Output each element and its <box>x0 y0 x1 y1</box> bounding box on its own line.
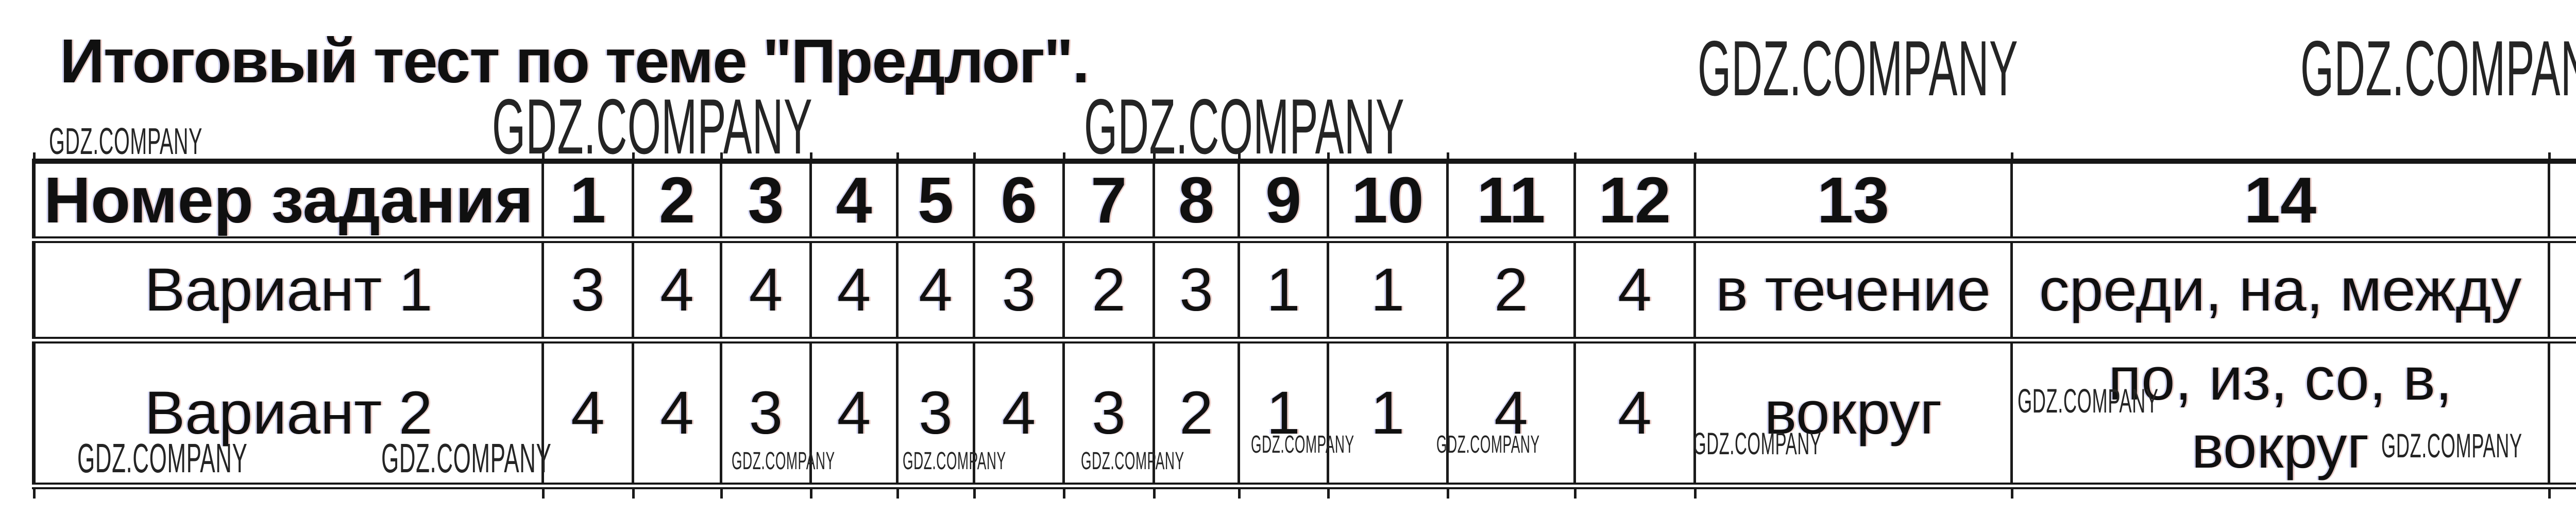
answers-table: Номер задания 1 2 3 4 5 6 7 8 9 10 11 12… <box>32 159 2576 490</box>
answer-cell-v2-10: 1 <box>1327 340 1449 486</box>
answer-cell-v1-10: 1 <box>1327 239 1449 344</box>
page-title: Итоговый тест по теме "Предлог". <box>60 26 1090 96</box>
answer-cell-v2-15: в <box>2548 340 2576 486</box>
col-header-9: 9 <box>1238 161 1329 244</box>
watermark-gdz-company: GDZ.COMPANY <box>49 121 202 162</box>
col-header-11: 11 <box>1446 161 1576 244</box>
col-header-12: 12 <box>1573 161 1696 244</box>
answer-cell-v1-7: 2 <box>1062 239 1155 344</box>
variant1-label: Вариант 1 <box>32 239 544 344</box>
col-header-14: 14 <box>2010 161 2550 244</box>
answer-cell-v2-11: 4 <box>1446 340 1576 486</box>
answer-cell-v2-13: вокруг <box>1693 340 2013 486</box>
watermark-gdz-company: GDZ.COMPANY <box>2300 25 2576 112</box>
answer-cell-v2-8: 2 <box>1153 340 1240 486</box>
col-header-8: 8 <box>1153 161 1240 244</box>
answer-cell-v2-9: 1 <box>1238 340 1329 486</box>
answer-cell-v2-6: 4 <box>973 340 1065 486</box>
answer-cell-v1-2: 4 <box>632 239 722 344</box>
answer-cell-v1-6: 3 <box>973 239 1065 344</box>
col-header-15: 15 <box>2548 161 2576 244</box>
col-header-4: 4 <box>809 161 899 244</box>
col-header-6: 6 <box>973 161 1065 244</box>
answer-cell-v1-12: 4 <box>1573 239 1696 344</box>
answer-cell-v2-7: 3 <box>1062 340 1155 486</box>
answer-text: по, из, со, в, вокруг <box>2108 345 2452 482</box>
answer-cell-v1-5: 4 <box>896 239 975 344</box>
variant2-row: Вариант 2 4 4 3 4 3 4 3 2 1 1 4 4 вокруг… <box>32 340 2576 486</box>
variant2-label: Вариант 2 <box>32 340 544 486</box>
answer-cell-v2-12: 4 <box>1573 340 1696 486</box>
answer-cell-v1-1: 3 <box>541 239 634 344</box>
col-header-10: 10 <box>1327 161 1449 244</box>
watermark-gdz-company: GDZ.COMPANY <box>1084 83 1405 170</box>
watermark-gdz-company: GDZ.COMPANY <box>1698 25 2019 112</box>
answer-cell-v1-3: 4 <box>720 239 812 344</box>
answer-cell-v1-15: на <box>2548 239 2576 344</box>
answer-cell-v2-5: 3 <box>896 340 975 486</box>
col-header-13: 13 <box>1693 161 2013 244</box>
answer-cell-v2-14: по, из, со, в, вокруг <box>2010 340 2550 486</box>
answer-cell-v2-2: 4 <box>632 340 722 486</box>
col-header-2: 2 <box>632 161 722 244</box>
answer-cell-v2-3: 3 <box>720 340 812 486</box>
answer-cell-v1-11: 2 <box>1446 239 1576 344</box>
answer-cell-v1-14: среди, на, между <box>2010 239 2550 344</box>
answer-cell-v1-9: 1 <box>1238 239 1329 344</box>
answer-cell-v2-4: 4 <box>809 340 899 486</box>
col-header-5: 5 <box>896 161 975 244</box>
corner-header: Номер задания <box>32 161 544 244</box>
answer-cell-v1-13: в течение <box>1693 239 2013 344</box>
watermark-gdz-company: GDZ.COMPANY <box>492 83 813 170</box>
variant1-row: Вариант 1 3 4 4 4 4 3 2 3 1 1 2 4 в тече… <box>32 239 2576 344</box>
col-header-3: 3 <box>720 161 812 244</box>
header-row: Номер задания 1 2 3 4 5 6 7 8 9 10 11 12… <box>32 161 2576 244</box>
answer-cell-v2-1: 4 <box>541 340 634 486</box>
col-header-1: 1 <box>541 161 634 244</box>
col-header-7: 7 <box>1062 161 1155 244</box>
answer-cell-v1-8: 3 <box>1153 239 1240 344</box>
answer-cell-v1-4: 4 <box>809 239 899 344</box>
